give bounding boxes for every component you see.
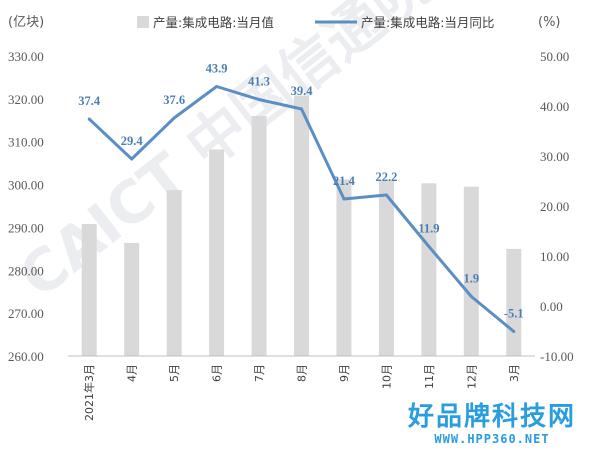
bar — [421, 183, 437, 356]
line-point — [257, 98, 261, 101]
x-tick-label: 3月 — [508, 364, 521, 382]
line-point — [87, 117, 91, 121]
legend-swatch-bar — [137, 16, 149, 28]
legend-label-line: 产量:集成电路:当月同比 — [361, 15, 494, 30]
data-label: 22.2 — [375, 170, 397, 184]
right-tick-label: 20.00 — [540, 199, 569, 214]
data-label: -5.1 — [504, 307, 524, 321]
watermark: CAICT 中国信通院 — [7, 0, 444, 311]
left-axis-unit: (亿块) — [8, 15, 44, 30]
line-point — [469, 295, 473, 298]
left-tick-label: 320.00 — [8, 92, 44, 107]
bar — [294, 95, 309, 356]
data-labels: 37.4 29.4 37.6 43.9 41.3 39.4 21.4 22.2 11.9 1.9 -… — [78, 62, 523, 321]
left-tick-label: 280.00 — [8, 263, 44, 278]
left-tick-label: 300.00 — [8, 178, 44, 193]
bar — [81, 224, 97, 356]
bar — [506, 248, 522, 356]
data-label: 29.4 — [121, 134, 144, 148]
bar — [166, 190, 182, 356]
x-tick-label: 6月 — [211, 364, 224, 382]
line-point — [384, 193, 388, 197]
x-tick-label: 10月 — [380, 364, 393, 389]
x-tick-label: 7月 — [253, 364, 266, 382]
x-tick-label: 11月 — [423, 364, 436, 389]
data-label: 43.9 — [206, 62, 228, 76]
brand-logo: 好品牌科技网 WWW.HPP360.NET — [392, 402, 592, 446]
data-label: 41.3 — [248, 75, 270, 89]
left-tick-label: 260.00 — [8, 349, 44, 364]
x-axis-ticks: 2021年3月 4月 5月 6月 7月 8月 9月 10月 11月 12月 3月 — [82, 364, 521, 421]
line-series — [87, 85, 516, 333]
data-label: 37.6 — [163, 93, 185, 107]
legend-label-bar: 产量:集成电路:当月值 — [153, 15, 274, 30]
line-point — [300, 107, 303, 111]
left-tick-label: 310.00 — [8, 135, 44, 150]
bar — [124, 242, 140, 356]
right-tick-label: 0.00 — [540, 299, 563, 314]
data-label: 11.9 — [418, 222, 439, 236]
watermark-text: CAICT 中国信通院 — [7, 0, 444, 311]
x-tick-label: 8月 — [296, 364, 309, 382]
left-tick-label: 270.00 — [8, 306, 44, 321]
x-tick-label: 2021年3月 — [82, 364, 96, 421]
line-point — [215, 85, 219, 88]
x-tick-label: 9月 — [338, 364, 351, 382]
right-tick-label: 40.00 — [540, 99, 569, 114]
left-tick-label: 290.00 — [8, 220, 44, 235]
bar — [378, 180, 394, 356]
line-point — [427, 245, 431, 248]
right-axis-ticks: -10.00 0.00 10.00 20.00 30.00 40.00 50.00 — [540, 49, 574, 364]
right-tick-label: 30.00 — [540, 149, 569, 164]
line-point — [512, 330, 516, 333]
bar-series — [81, 95, 522, 356]
x-tick-label: 4月 — [126, 364, 139, 382]
bar — [209, 149, 225, 356]
data-label: 39.4 — [291, 84, 314, 98]
left-axis-ticks: 260.00 270.00 280.00 290.00 300.00 310.00 320.… — [8, 49, 44, 364]
bar — [251, 116, 267, 356]
legend: 产量:集成电路:当月值 产量:集成电路:当月同比 — [137, 15, 494, 30]
bar — [336, 179, 352, 356]
right-axis-unit: (%) — [538, 15, 561, 30]
data-label: 37.4 — [78, 94, 101, 108]
brand-url: WWW.HPP360.NET — [434, 432, 550, 446]
right-tick-label: 50.00 — [540, 49, 569, 64]
bar — [463, 186, 479, 356]
line-point — [130, 157, 134, 161]
right-tick-label: -10.00 — [540, 349, 574, 364]
data-label: 1.9 — [464, 272, 480, 286]
line-point — [172, 116, 176, 120]
line-point — [342, 197, 346, 201]
data-label: 21.4 — [333, 174, 356, 188]
x-tick-label: 12月 — [465, 364, 478, 389]
left-tick-label: 330.00 — [8, 49, 44, 64]
right-tick-label: 10.00 — [540, 249, 569, 264]
brand-name: 好品牌科技网 — [407, 402, 576, 432]
x-tick-label: 5月 — [168, 364, 181, 382]
